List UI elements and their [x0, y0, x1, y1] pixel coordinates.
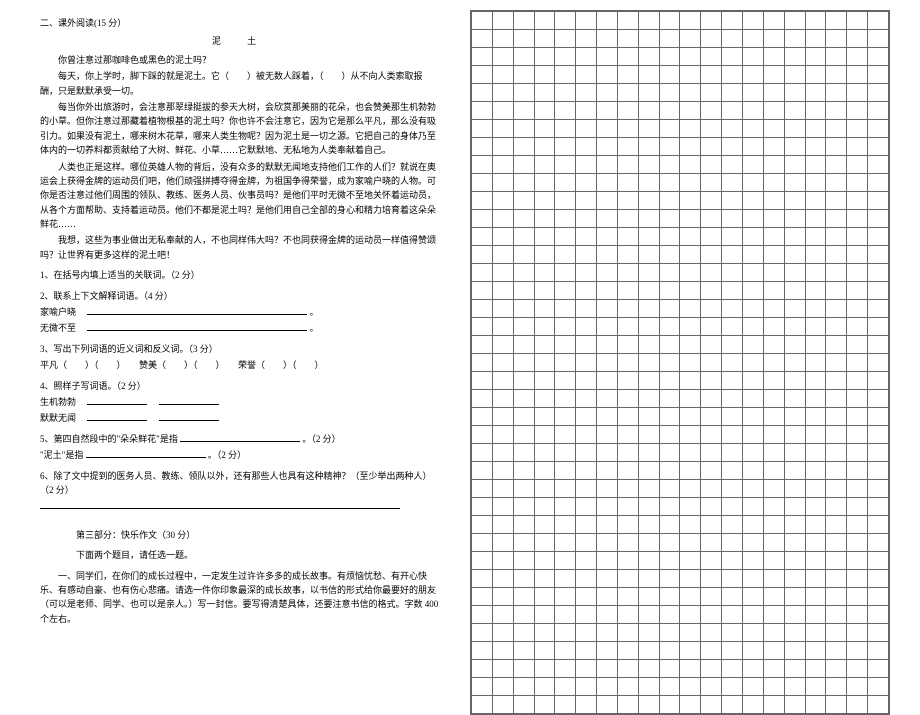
writing-grid-table [471, 11, 889, 714]
paragraph-5: 我想，这些为事业做出无私奉献的人，不也同样伟大吗？不也同获得金牌的运动员一样值得… [40, 233, 440, 262]
section-title: 二、课外阅读(15 分） [40, 16, 440, 30]
q6-blank[interactable] [40, 508, 400, 509]
question-5a: 5、第四自然段中的"朵朵鲜花"是指 。（2 分） [40, 432, 440, 446]
q2b-label: 无微不至 [40, 323, 76, 333]
q4-row-b: 默默无闻 [40, 411, 440, 425]
question-2: 2、联系上下文解释词语。（4 分） [40, 289, 440, 303]
q5a-blank[interactable] [180, 441, 300, 442]
q5b-text: "泥土"是指 [40, 450, 83, 460]
essay-prompt: 一、同学们，在你们的成长过程中，一定发生过许许多多的成长故事。有烦恼忧愁、有开心… [40, 569, 440, 627]
q2-row-b: 无微不至 。 [40, 321, 440, 335]
q2b-blank[interactable] [87, 330, 307, 331]
q2a-label: 家喻户晓 [40, 307, 76, 317]
question-5b: "泥土"是指 。（2 分） [40, 448, 440, 462]
q4-row-a: 生机勃勃 [40, 395, 440, 409]
q5b-blank[interactable] [86, 457, 206, 458]
q6-blank-row [40, 499, 440, 513]
writing-grid[interactable] [470, 10, 890, 715]
part3-sub: 下面两个题目，请任选一题。 [40, 548, 440, 562]
paragraph-1: 你曾注意过那咖啡色或黑色的泥土吗？ [40, 53, 440, 67]
question-4: 4、照样子写词语。（2 分） [40, 379, 440, 393]
q4b-label: 默默无闻 [40, 413, 76, 423]
q5b-tail: 。（2 分） [208, 450, 246, 460]
question-1: 1、在括号内填上适当的关联词。（2 分） [40, 268, 440, 282]
document-right-column [460, 0, 920, 650]
q5a-tail: 。（2 分） [302, 434, 340, 444]
q4a-blank2[interactable] [159, 404, 219, 405]
paragraph-3: 每当你外出旅游时，会注意那翠绿挺拔的参天大树，会欣赏那美丽的花朵，也会赞美那生机… [40, 100, 440, 158]
q3-row: 平凡（ ）（ ） 赞美（ ）（ ） 荣誉（ ）（ ） [40, 358, 440, 372]
document-left-column: 二、课外阅读(15 分） 泥 土 你曾注意过那咖啡色或黑色的泥土吗？ 每天，你上… [0, 0, 460, 650]
period-2: 。 [310, 323, 319, 333]
part3-title: 第三部分：快乐作文（30 分） [40, 528, 440, 542]
q4b-blank2[interactable] [159, 420, 219, 421]
q2a-blank[interactable] [87, 314, 307, 315]
q4a-label: 生机勃勃 [40, 397, 76, 407]
q4b-blank1[interactable] [87, 420, 147, 421]
q4a-blank1[interactable] [87, 404, 147, 405]
paragraph-2: 每天，你上学时，脚下踩的就是泥土。它（ ）被无数人踩着，（ ）从不向人类索取报酬… [40, 69, 440, 98]
question-3: 3、写出下列词语的近义词和反义词。（3 分） [40, 342, 440, 356]
period-1: 。 [310, 307, 319, 317]
article-title: 泥 土 [40, 34, 440, 48]
q2-row-a: 家喻户晓 。 [40, 305, 440, 319]
question-6: 6、除了文中提到的医务人员、教练、领队以外，还有那些人也具有这种精神？（至少举出… [40, 469, 440, 498]
q5a-text: 5、第四自然段中的"朵朵鲜花"是指 [40, 434, 178, 444]
paragraph-4: 人类也正是这样。哪位英雄人物的背后，没有众多的默默无闻地支持他们工作的人们？就说… [40, 160, 440, 232]
